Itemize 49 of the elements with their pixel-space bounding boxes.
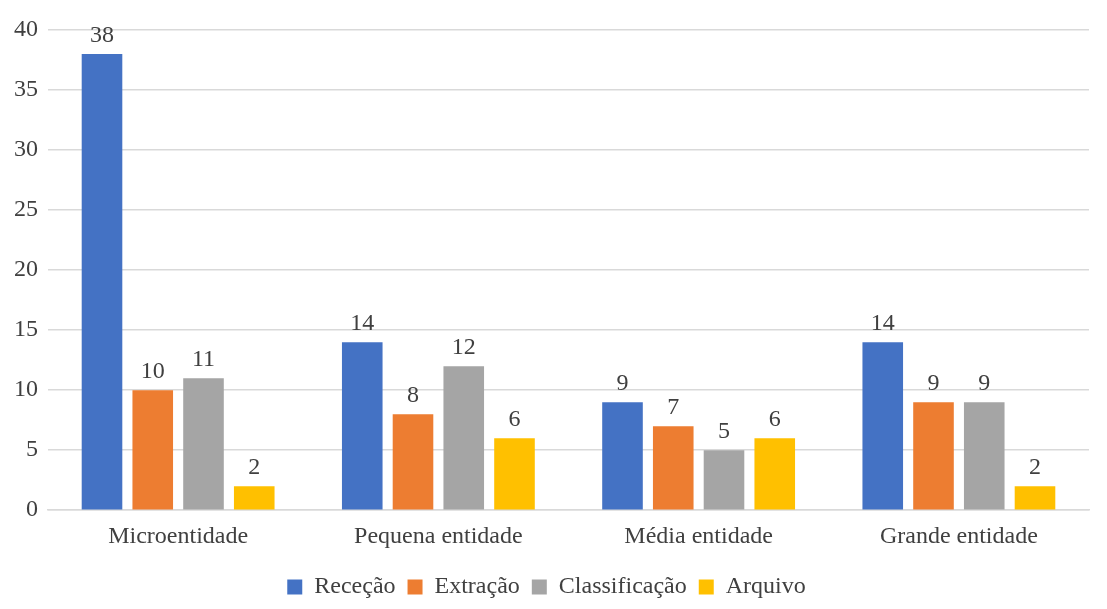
data-label: 2 [1029, 453, 1041, 480]
legend-label: Receção [314, 572, 396, 599]
bar [602, 402, 643, 510]
data-label: 9 [978, 369, 991, 396]
bar [913, 402, 954, 510]
data-label: 5 [718, 417, 730, 444]
data-label: 12 [451, 333, 476, 360]
data-label: 38 [90, 21, 114, 48]
legend-label: Classificação [558, 572, 687, 599]
x-tick-label: Grande entidade [879, 521, 1038, 548]
data-label: 6 [508, 405, 521, 432]
bar [862, 342, 904, 510]
bar [754, 438, 796, 510]
bar [703, 450, 745, 510]
bar [392, 414, 434, 510]
data-label: 8 [407, 381, 419, 408]
bar [652, 426, 694, 510]
y-tick-label: 10 [14, 375, 38, 402]
bar [963, 402, 1005, 510]
bar [443, 366, 485, 510]
bar [341, 342, 383, 510]
y-tick-label: 20 [14, 255, 38, 282]
data-label: 9 [616, 369, 629, 396]
data-label: 14 [870, 309, 895, 336]
legend-label: Extração [434, 572, 520, 599]
x-tick-label: Pequena entidade [354, 521, 523, 548]
y-tick-label: 5 [26, 435, 38, 462]
data-label: 9 [927, 369, 940, 396]
bar [81, 54, 123, 510]
y-tick-label: 25 [14, 195, 38, 222]
bar [1014, 486, 1056, 510]
data-label: 2 [248, 453, 261, 480]
y-tick-label: 15 [14, 315, 38, 342]
data-label: 7 [667, 393, 680, 420]
y-tick-label: 30 [14, 135, 38, 162]
legend-label: Arquivo [725, 572, 806, 599]
x-tick-label: Microentidade [108, 521, 249, 548]
data-label: 10 [140, 357, 165, 384]
x-tick-label: Média entidade [624, 521, 773, 548]
y-tick-label: 0 [26, 495, 38, 522]
bar [183, 378, 224, 510]
bar [233, 486, 275, 510]
y-tick-label: 40 [14, 15, 38, 42]
y-tick-label: 35 [14, 75, 38, 102]
data-label: 6 [768, 405, 781, 432]
data-label: 14 [350, 309, 375, 336]
data-label: 11 [191, 345, 216, 372]
bar [132, 390, 174, 510]
bar [494, 438, 535, 510]
